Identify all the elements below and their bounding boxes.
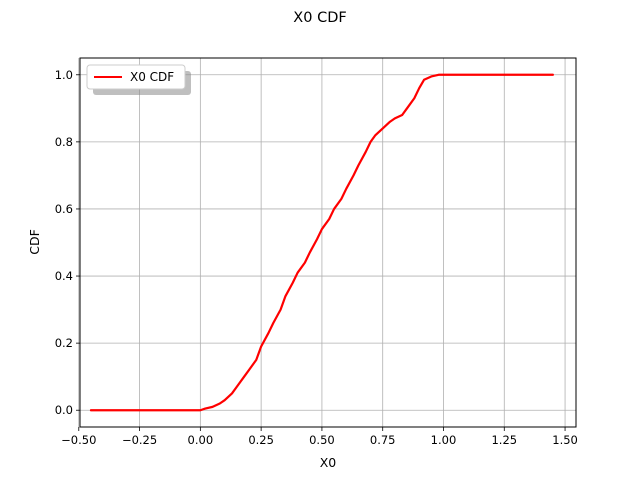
- y-tick-label: 0.8: [55, 135, 73, 149]
- x-tick-label: −0.50: [61, 433, 96, 447]
- y-axis-label: CDF: [27, 229, 42, 255]
- series-line-x0-cdf: [89, 73, 555, 412]
- series-layer: [89, 73, 555, 412]
- grid-layer: [78, 58, 576, 427]
- x-tick-label: 0.50: [309, 433, 335, 447]
- legend: X0 CDF: [86, 64, 191, 95]
- x-tick-label: −0.25: [122, 433, 157, 447]
- legend-box: [86, 64, 186, 90]
- plot-frame: [79, 57, 577, 428]
- x-tick-label: 0.25: [248, 433, 274, 447]
- legend-entry-label: X0 CDF: [130, 70, 174, 84]
- y-axis-ticks: 0.0 0.2 0.4 0.6 0.8 1.0: [55, 68, 80, 417]
- x-axis-ticks: −0.50 −0.25 0.00 0.25 0.50 0.75 1.00 1.25 1.50: [61, 427, 578, 447]
- x-tick-label: 0.00: [188, 433, 214, 447]
- x-tick-label: 1.00: [431, 433, 457, 447]
- x-axis-label: X0: [320, 455, 337, 470]
- y-tick-label: 1.0: [55, 68, 73, 82]
- x-tick-label: 1.50: [552, 433, 578, 447]
- y-tick-label: 0.4: [55, 269, 73, 283]
- y-tick-label: 0.2: [55, 336, 73, 350]
- chart-title: X0 CDF: [293, 10, 346, 26]
- x-tick-label: 0.75: [370, 433, 396, 447]
- y-tick-label: 0.6: [55, 202, 73, 216]
- y-tick-label: 0.0: [55, 403, 73, 417]
- x-tick-label: 1.25: [491, 433, 517, 447]
